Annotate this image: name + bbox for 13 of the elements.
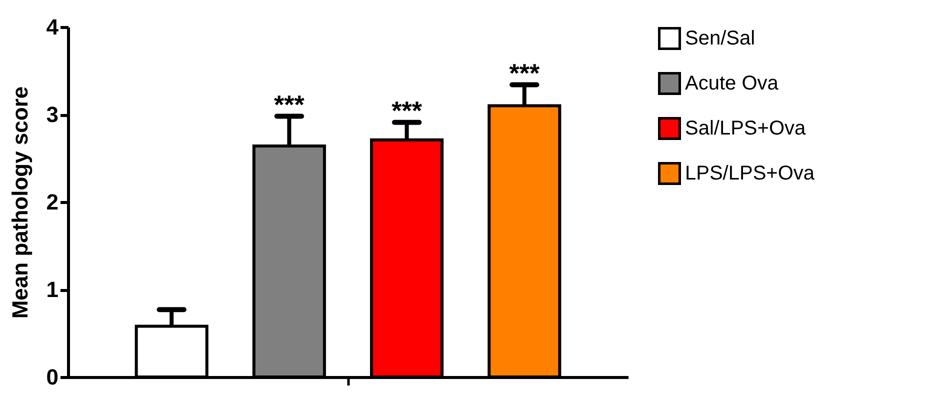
- y-tick-label: 3: [46, 102, 58, 127]
- annotation: ***: [392, 95, 423, 126]
- annotation: ***: [509, 58, 540, 88]
- legend-label: Sen/Sal: [685, 28, 756, 50]
- y-tick-label: 2: [46, 190, 58, 214]
- legend-label: Sal/LPS+Ova: [685, 118, 806, 140]
- y-axis-title: Mean pathology score: [7, 86, 32, 319]
- y-tick-label: 1: [46, 277, 58, 302]
- legend-label: Acute Ova: [685, 72, 780, 94]
- y-tick-label: 4: [46, 14, 60, 40]
- legend-label: LPS/LPS+Ova: [685, 162, 816, 184]
- annotation: ***: [274, 89, 306, 120]
- y-tick-label: 0: [46, 364, 58, 390]
